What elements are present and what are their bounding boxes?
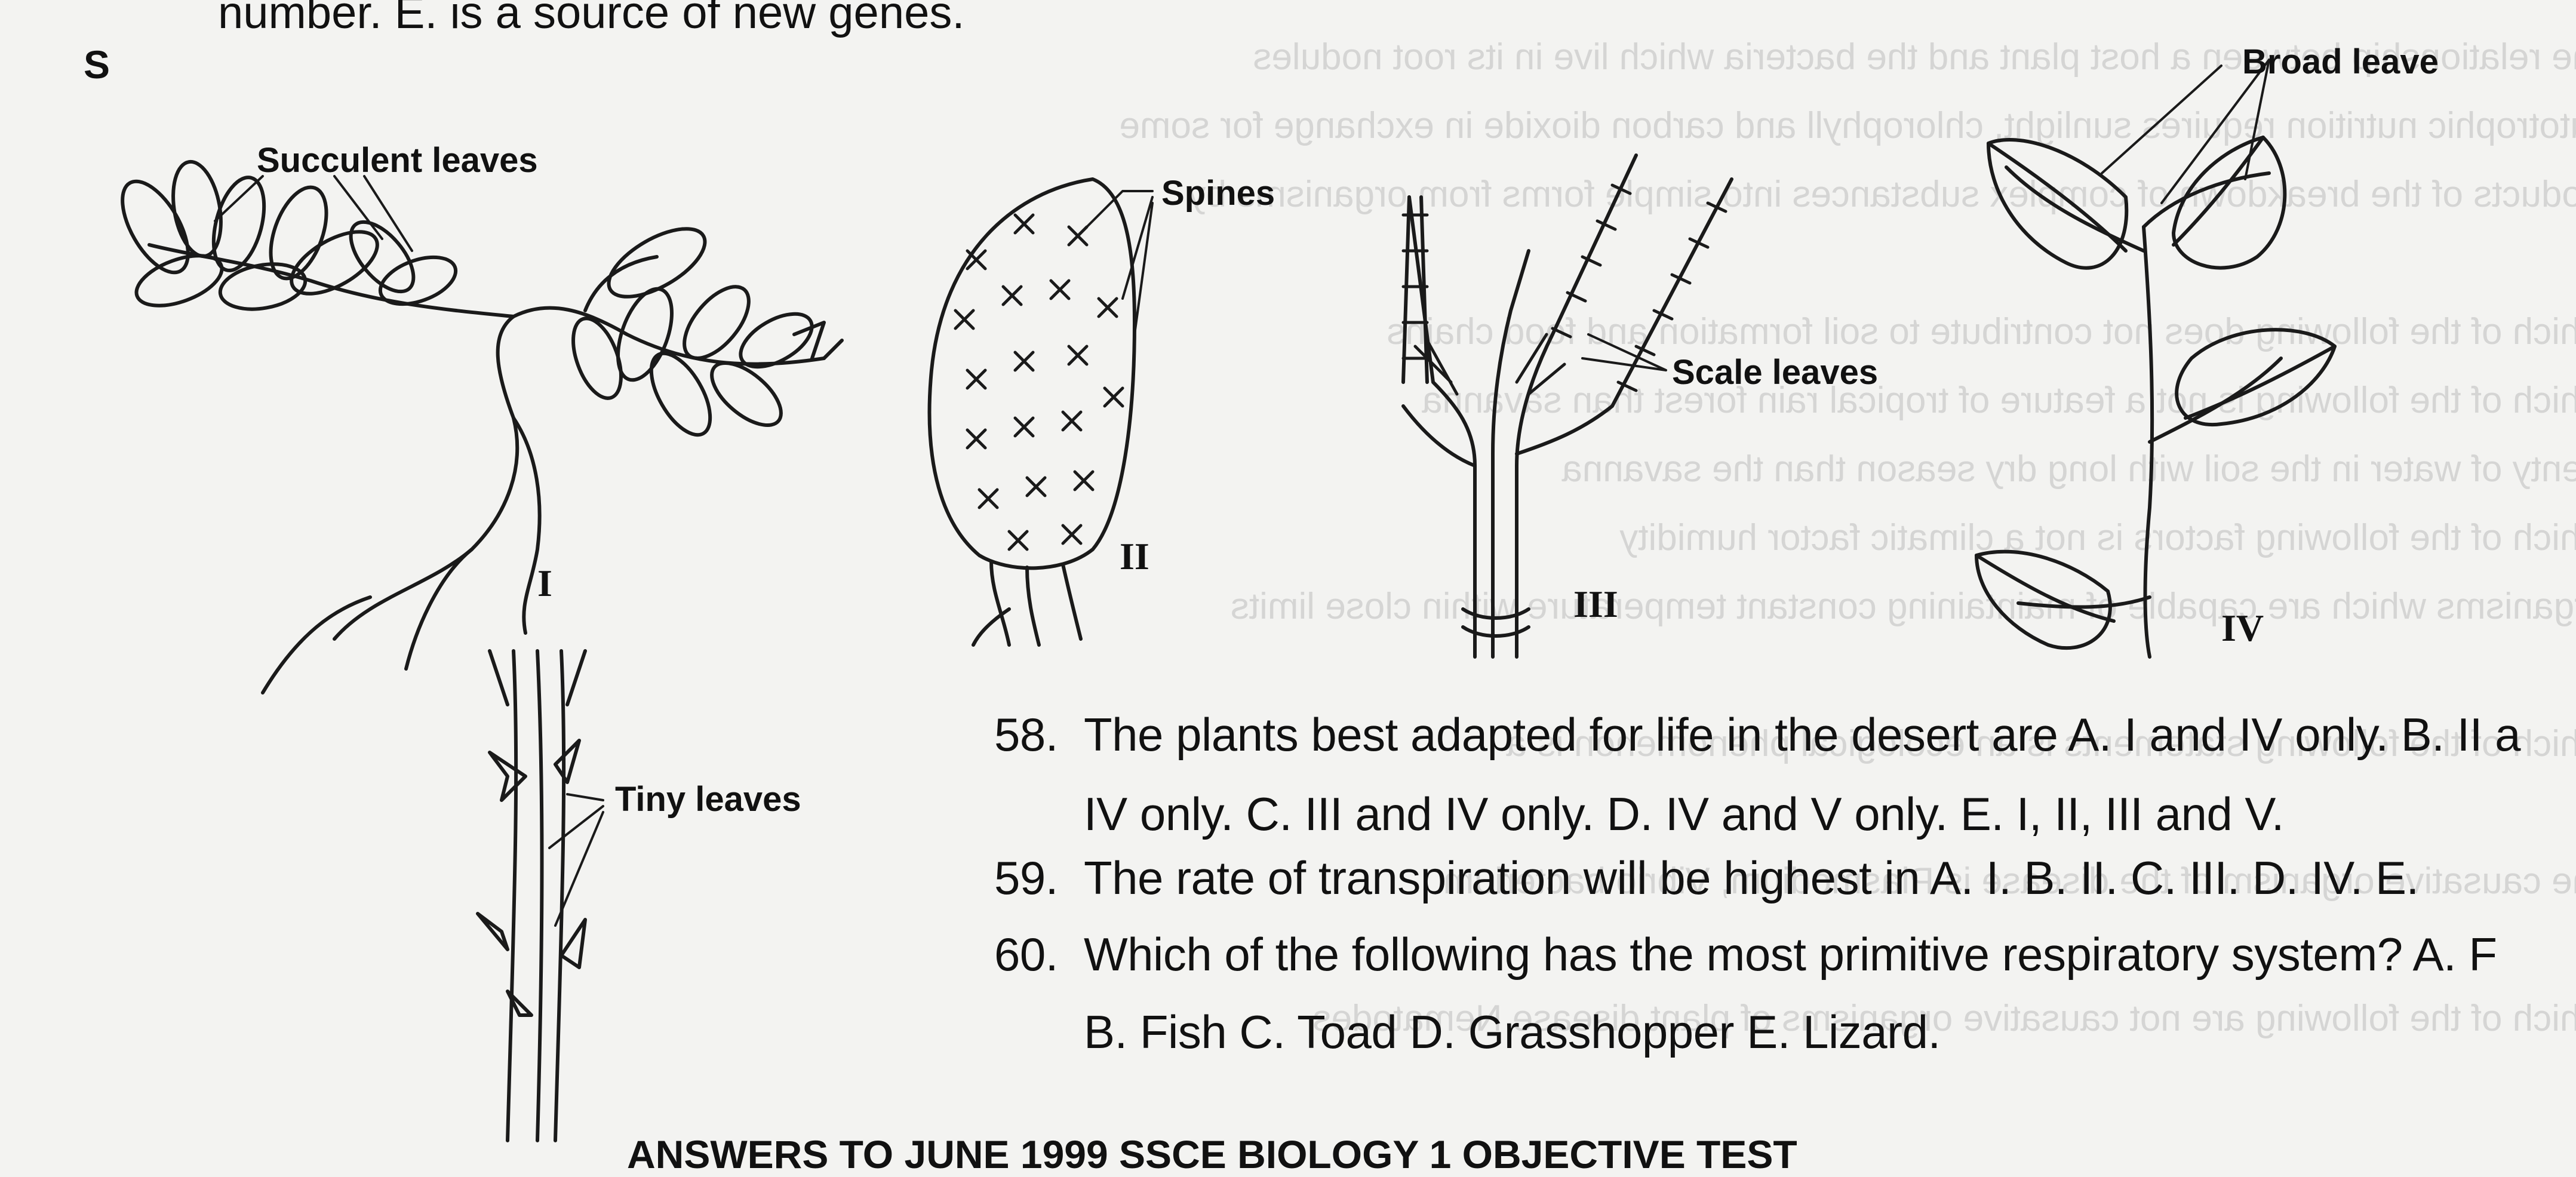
cactus-drawing [927, 177, 1136, 647]
numeral-iv: IV [2221, 607, 2264, 649]
label-succulent-leaves: Succulent leaves [257, 141, 538, 180]
question-text-line-1: The plants best adapted for life in the … [1084, 708, 2521, 761]
plant-adaptation-figure [121, 59, 2337, 1142]
succulent-plant-drawing [121, 159, 844, 694]
numeral-i: I [537, 562, 552, 604]
label-spines: Spines [1161, 174, 1275, 213]
numeral-iii: III [1573, 583, 1618, 625]
question-number: 60. [994, 928, 1058, 981]
broad-leaf-plant-drawing [1975, 136, 2337, 659]
tiny-leaf-plant-drawing [476, 649, 587, 1142]
question-number: 59. [994, 852, 1058, 904]
question-text-line-1: Which of the following has the most prim… [1084, 928, 2497, 981]
question-text-line-1: The rate of transpiration will be highes… [1084, 852, 2419, 904]
question-text-line-2: B. Fish C. Toad D. Grasshopper E. Lizard… [1084, 1006, 1941, 1058]
scale-leaf-plant-drawing [1401, 153, 1733, 659]
top-text-fragment: number. E. is a source of new genes. [218, 0, 965, 38]
bottom-heading-fragment: ANSWERS TO JUNE 1999 SSCE BIOLOGY 1 OBJE… [627, 1132, 1797, 1176]
numeral-ii: II [1120, 535, 1149, 577]
label-scale-leaves: Scale leaves [1672, 353, 1879, 392]
label-broad-leave: Broad leave [2242, 42, 2439, 81]
question-text-line-2: IV only. C. III and IV only. D. IV and V… [1084, 788, 2284, 840]
label-pointer-lines [214, 59, 2270, 927]
corner-letter-fragment: S [84, 42, 110, 87]
label-tiny-leaves: Tiny leaves [615, 780, 801, 819]
question-number: 58. [994, 708, 1058, 761]
